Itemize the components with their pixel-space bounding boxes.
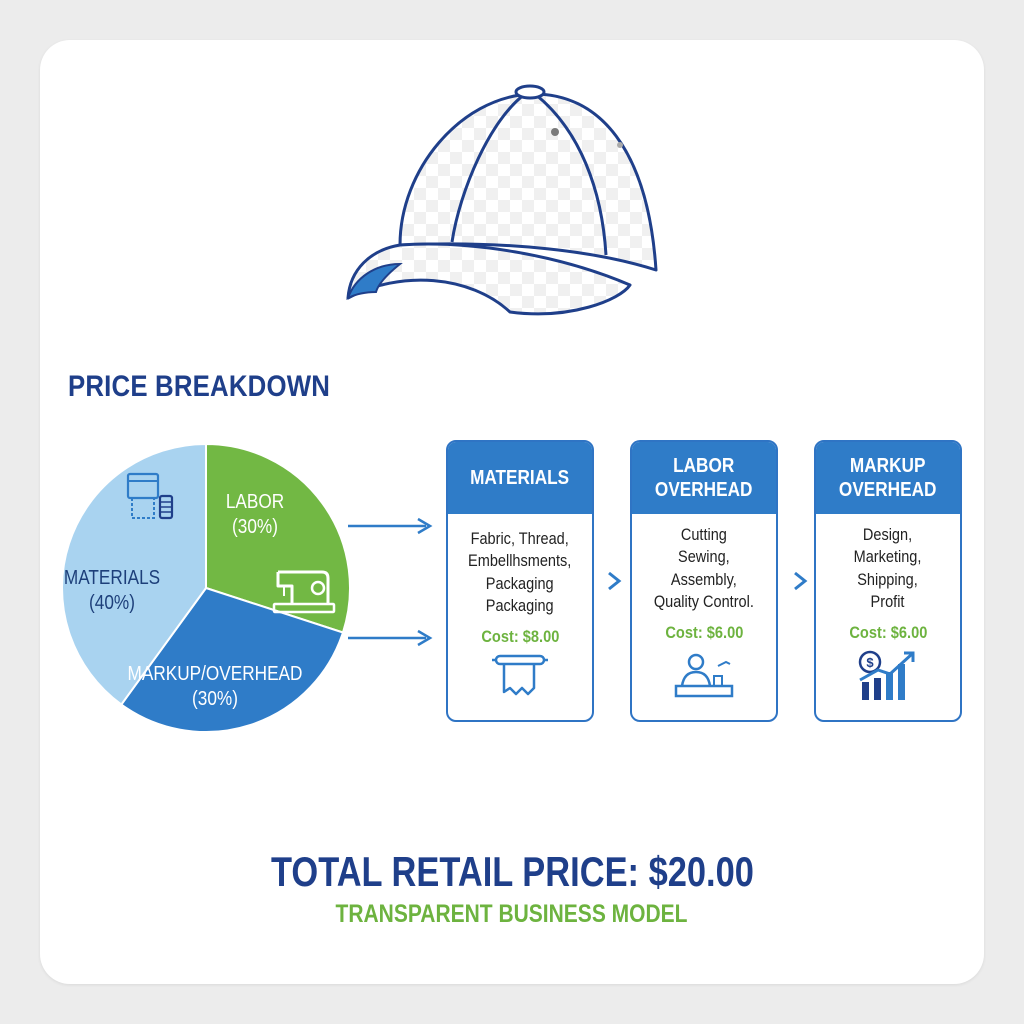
- card-description: Fabric, Thread, Embellhsments, Packaging…: [448, 514, 592, 617]
- fabric-roll-icon: [492, 654, 548, 696]
- worker-desk-icon: [674, 653, 734, 698]
- card-cost-text: Cost: $8.00: [480, 627, 559, 647]
- section-title: PRICE BREAKDOWN: [68, 370, 331, 403]
- card-header: MATERIALS: [448, 442, 592, 514]
- card-header: LABOR OVERHEAD: [632, 442, 776, 514]
- card-description-text: Fabric, Thread, Embellhsments, Packaging…: [468, 530, 572, 615]
- svg-text:$: $: [866, 655, 874, 670]
- materials-label: MATERIALS: [63, 567, 161, 589]
- card-description: Design, Marketing, Shipping, Profit: [816, 514, 960, 613]
- total-text: TOTAL RETAIL PRICE: $20.00: [270, 848, 754, 895]
- pie-label-markup: MARKUP/OVERHEAD (30%): [125, 662, 306, 712]
- pie-chart: [61, 442, 351, 733]
- materials-cost-card: MATERIALS Fabric, Thread, Embellhsments,…: [446, 440, 594, 722]
- pie-label-materials: MATERIALS (40%): [60, 566, 163, 616]
- card-cost: Cost: $6.00: [816, 623, 960, 643]
- pie-label-labor: LABOR (30%): [208, 490, 303, 540]
- total-retail-price: TOTAL RETAIL PRICE: $20.00: [0, 848, 1024, 896]
- card-title: LABOR OVERHEAD: [655, 455, 753, 501]
- card-description-text: Design, Marketing, Shipping, Profit: [854, 526, 922, 611]
- pie-slice-markup-overhead: [119, 586, 345, 733]
- baseball-cap-icon: [346, 84, 658, 316]
- pie-slice-materials: [61, 442, 207, 706]
- card-header: MARKUP OVERHEAD: [816, 442, 960, 514]
- labor-cost-card: LABOR OVERHEAD Cutting Sewing, Assembly,…: [630, 440, 778, 722]
- labor-label: LABOR: [225, 491, 285, 513]
- arrow-right-icon: [348, 517, 433, 535]
- labor-percent: (30%): [232, 516, 278, 538]
- markup-label: MARKUP/OVERHEAD: [127, 663, 303, 685]
- tagline: TRANSPARENT BUSINESS MODEL: [0, 900, 1024, 929]
- card-description: Cutting Sewing, Assembly, Quality Contro…: [632, 514, 776, 613]
- card-cost-text: Cost: $6.00: [848, 623, 927, 643]
- tagline-text: TRANSPARENT BUSINESS MODEL: [336, 900, 688, 928]
- card-title: MATERIALS: [470, 467, 570, 489]
- arrow-right-icon: [348, 629, 433, 647]
- chevron-right-icon: [794, 571, 808, 591]
- markup-percent: (30%): [192, 688, 238, 710]
- card-title: MARKUP OVERHEAD: [839, 455, 937, 501]
- materials-percent: (40%): [89, 592, 135, 614]
- card-cost: Cost: $6.00: [632, 623, 776, 643]
- chevron-right-icon: [608, 571, 622, 591]
- card-cost: Cost: $8.00: [448, 627, 592, 647]
- card-description-text: Cutting Sewing, Assembly, Quality Contro…: [653, 526, 755, 611]
- markup-cost-card: MARKUP OVERHEAD Design, Marketing, Shipp…: [814, 440, 962, 722]
- card-cost-text: Cost: $6.00: [664, 623, 743, 643]
- fabric-thread-icon: [126, 472, 174, 520]
- sewing-machine-icon: [272, 570, 336, 614]
- growth-chart-icon: $: [858, 650, 915, 700]
